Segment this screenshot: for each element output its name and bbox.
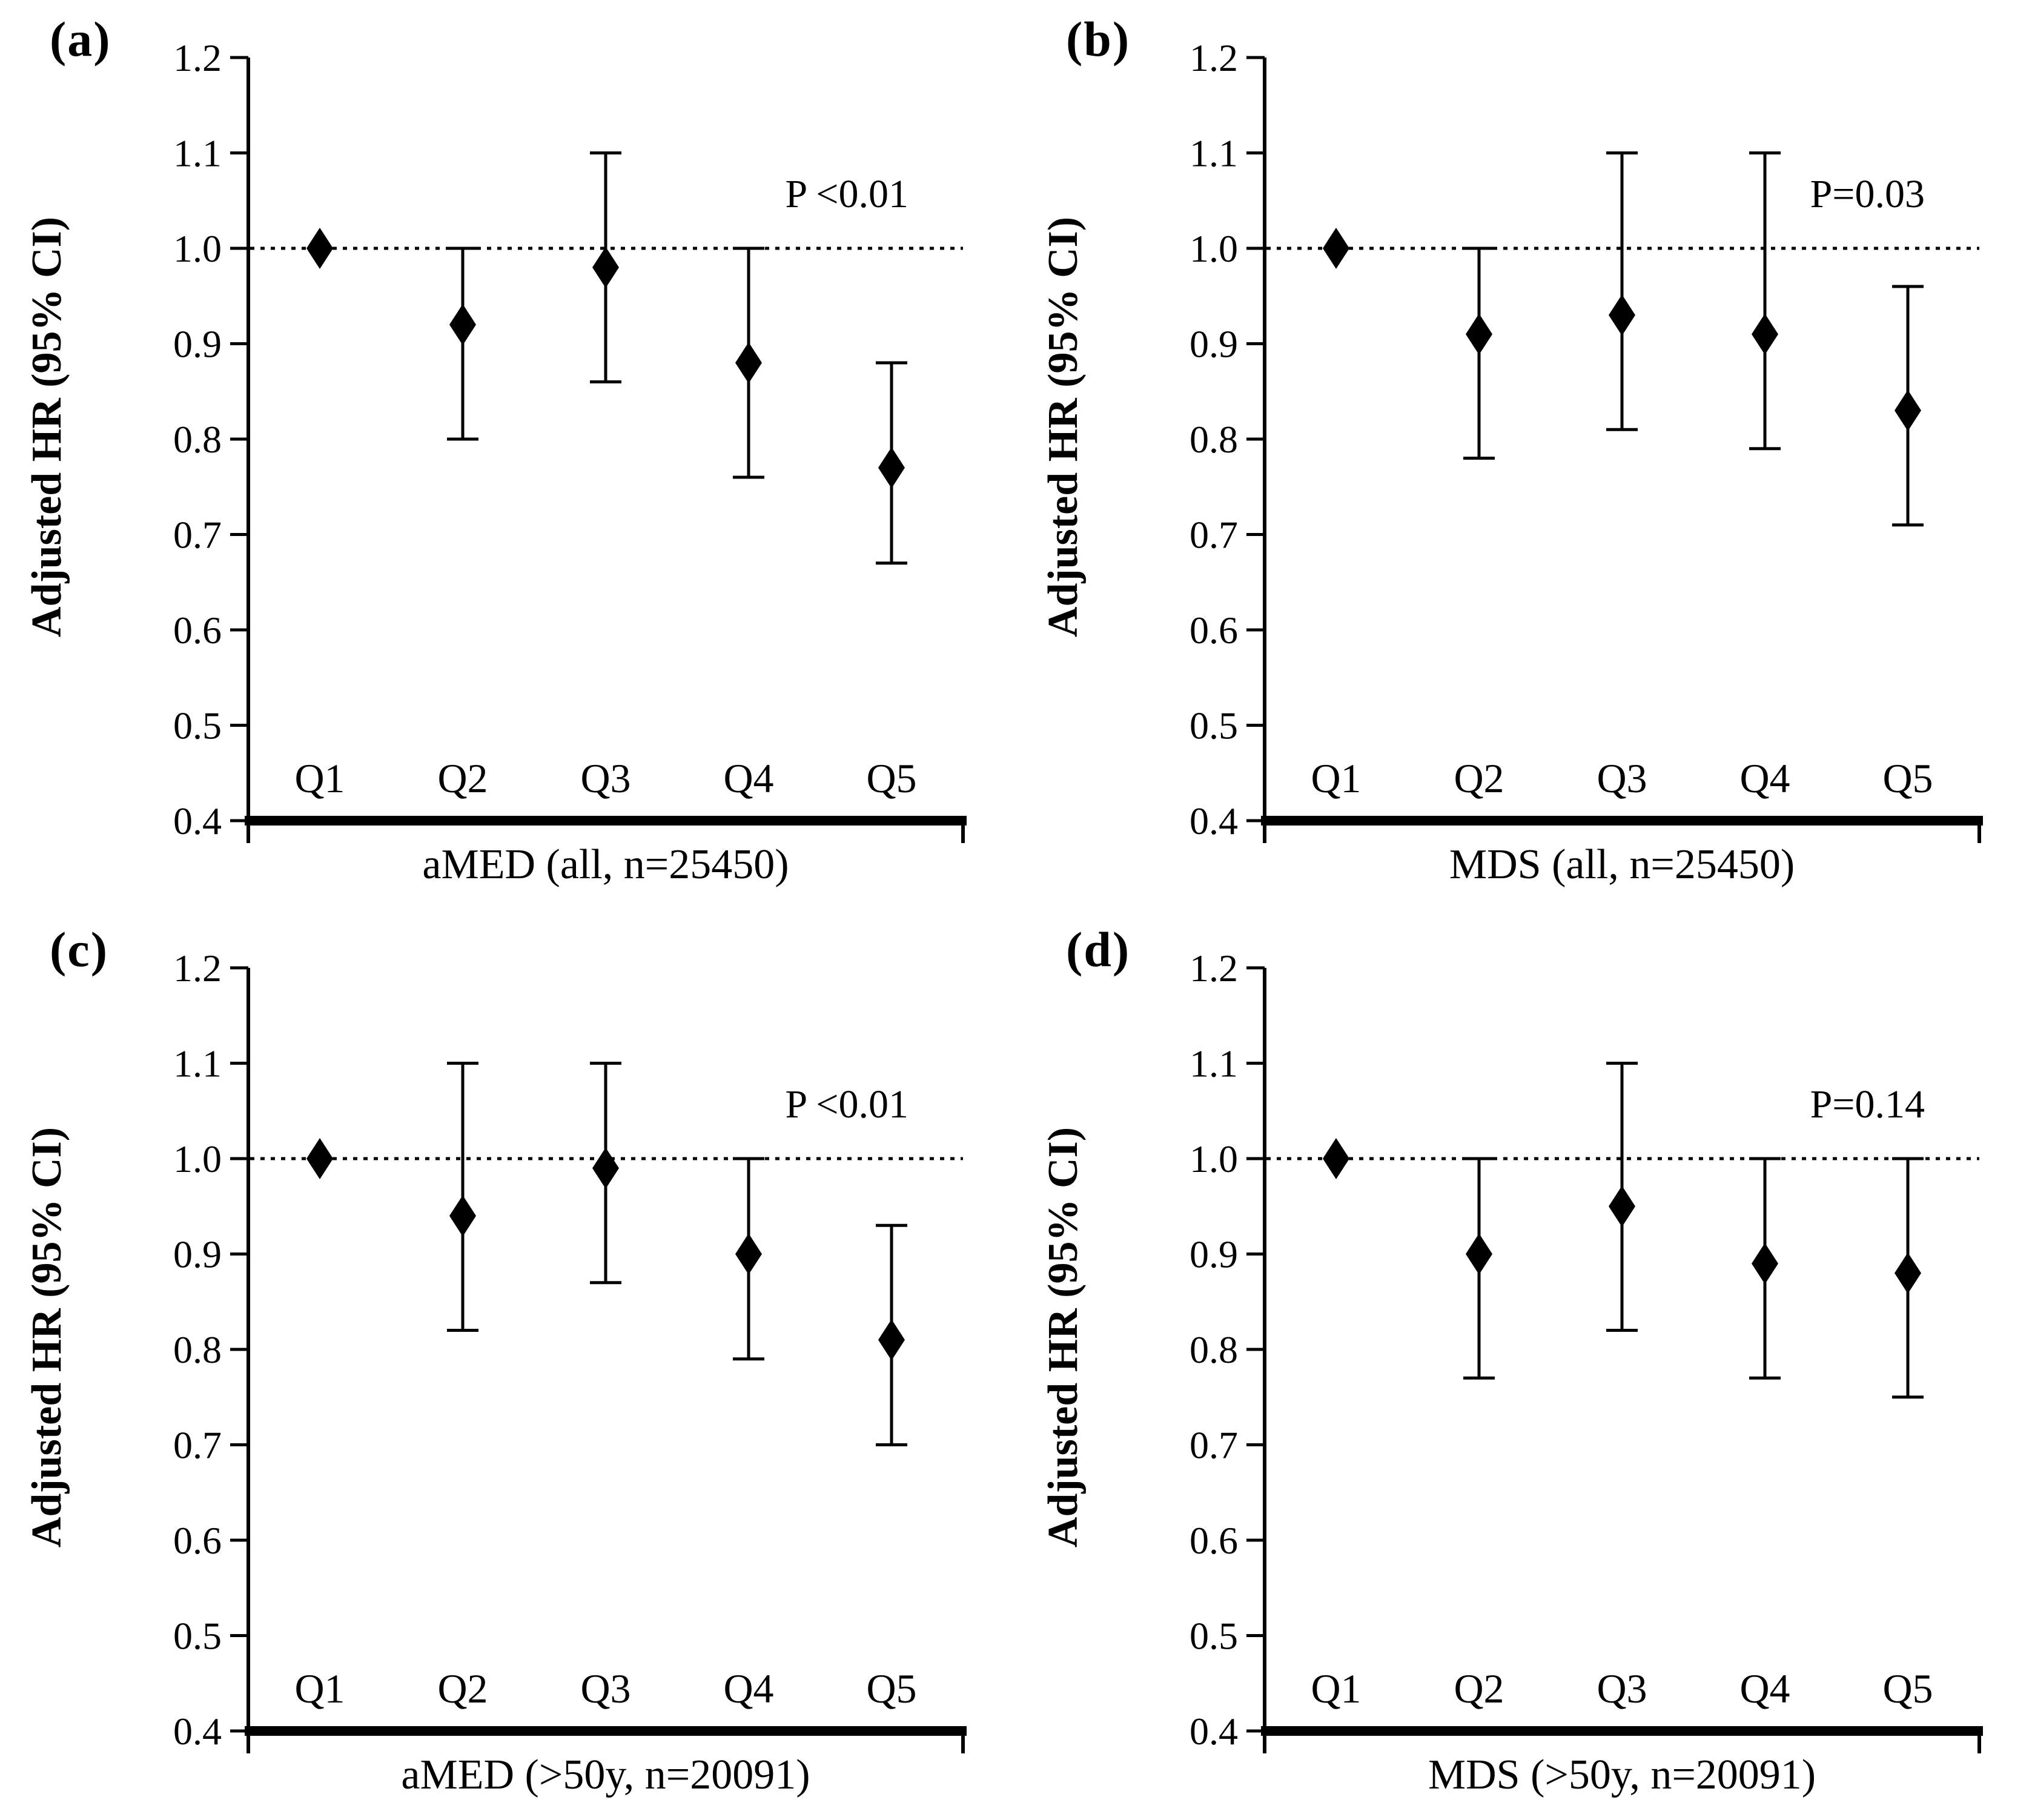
x-axis-title: aMED (>50y, n=20091) [401, 1752, 810, 1798]
x-category-label: Q4 [1739, 755, 1790, 801]
x-category-label: Q1 [294, 755, 345, 801]
x-category-label: Q2 [437, 755, 488, 801]
y-tick-label: 0.9 [173, 1233, 222, 1276]
panel-a-label: (a) [50, 12, 111, 67]
y-tick-label: 0.7 [1190, 514, 1238, 557]
panel-c-label: (c) [50, 922, 109, 977]
data-point-q1 [1323, 228, 1349, 269]
data-point-q4 [1752, 1243, 1778, 1285]
y-tick-label: 0.7 [173, 1424, 222, 1467]
y-tick-label: 1.1 [173, 132, 222, 175]
y-tick-label: 0.4 [173, 1710, 222, 1753]
y-tick-label: 0.9 [173, 323, 222, 366]
data-point-q4 [735, 342, 762, 383]
y-tick-label: 1.2 [1190, 947, 1238, 990]
y-tick-label: 1.2 [1190, 36, 1238, 79]
data-point-q5 [1895, 389, 1921, 431]
y-tick-label: 1.1 [1190, 1042, 1238, 1085]
panel-b-label: (b) [1066, 12, 1131, 67]
y-tick-label: 1.0 [1190, 227, 1238, 270]
x-category-label: Q5 [1882, 755, 1933, 801]
y-tick-label: 0.9 [1190, 1233, 1238, 1276]
p-value-annotation: P <0.01 [785, 172, 908, 216]
x-axis-title: MDS (>50y, n=20091) [1428, 1752, 1816, 1798]
y-tick-label: 1.2 [173, 36, 222, 79]
x-category-label: Q3 [1597, 755, 1647, 801]
y-tick-label: 1.1 [1190, 132, 1238, 175]
y-tick-label: 0.6 [1190, 1519, 1238, 1562]
chart-plot-a: 1.2 1.1 1.0 0.9 0.8 0.7 0.6 0.5 0.4 Q1 Q2 Q3 Q4 Q5 [173, 36, 967, 843]
data-point-q1 [1323, 1138, 1349, 1179]
y-tick-label: 0.7 [1190, 1424, 1238, 1467]
x-axis-title: MDS (all, n=25450) [1449, 841, 1795, 888]
y-tick-label: 0.9 [1190, 323, 1238, 366]
x-category-label: Q3 [580, 1666, 630, 1712]
x-category-label: Q2 [1454, 755, 1504, 801]
y-tick-label: 0.6 [173, 609, 222, 652]
y-tick-label: 0.8 [1190, 418, 1238, 461]
data-point-q2 [449, 1195, 476, 1237]
y-tick-label: 1.0 [1190, 1137, 1238, 1180]
y-tick-label: 0.7 [173, 514, 222, 557]
y-tick-label: 0.4 [1190, 799, 1238, 842]
panel-d-label: (d) [1066, 922, 1131, 977]
chart-plot-d: 1.2 1.1 1.0 0.9 0.8 0.7 0.6 0.5 0.4 Q1 Q2 Q3 Q4 Q5 [1190, 947, 1983, 1753]
data-point-q3 [592, 1147, 619, 1189]
y-tick-label: 1.0 [173, 1137, 222, 1180]
x-category-label: Q4 [723, 1666, 773, 1712]
x-category-label: Q2 [437, 1666, 488, 1712]
data-point-q3 [592, 247, 619, 288]
chart-plot-b: 1.2 1.1 1.0 0.9 0.8 0.7 0.6 0.5 0.4 Q1 Q2 Q3 Q4 Q5 [1190, 36, 1983, 843]
x-category-label: Q1 [1311, 1666, 1361, 1712]
y-tick-label: 0.8 [1190, 1328, 1238, 1371]
y-tick-label: 0.5 [173, 1615, 222, 1658]
data-point-q5 [1895, 1252, 1921, 1294]
data-point-q4 [1752, 313, 1778, 355]
x-axis-title: aMED (all, n=25450) [422, 841, 789, 888]
panel-d: (d) Adjusted HR (95% CI) 1.2 1.1 1.0 0.9 0.8… [1016, 910, 2032, 1820]
data-point-q3 [1609, 1185, 1635, 1227]
y-tick-label: 0.5 [1190, 704, 1238, 747]
x-category-label: Q3 [1597, 1666, 1647, 1712]
y-tick-label: 0.6 [1190, 609, 1238, 652]
data-point-q5 [878, 447, 905, 489]
p-value-annotation: P=0.14 [1810, 1082, 1925, 1127]
panel-a: (a) Adjusted HR (95% CI) 1.2 1.1 1.0 0.9 0.8… [0, 0, 1016, 910]
y-tick-label: 0.5 [173, 704, 222, 747]
x-category-label: Q1 [1311, 755, 1361, 801]
x-category-label: Q4 [1739, 1666, 1790, 1712]
data-point-q3 [1609, 294, 1635, 336]
data-point-q1 [306, 1138, 333, 1179]
data-point-q2 [1466, 1233, 1492, 1275]
y-tick-label: 0.6 [173, 1519, 222, 1562]
x-category-label: Q5 [1882, 1666, 1933, 1712]
data-point-q1 [306, 228, 333, 269]
y-tick-label: 0.8 [173, 418, 222, 461]
x-category-label: Q2 [1454, 1666, 1504, 1712]
panel-b: (b) Adjusted HR (95% CI) 1.2 1.1 1.0 0.9 0.8… [1016, 0, 2032, 910]
data-point-q5 [878, 1319, 905, 1361]
x-category-label: Q4 [723, 755, 773, 801]
y-tick-label: 0.4 [1190, 1710, 1238, 1753]
y-tick-label: 0.8 [173, 1328, 222, 1371]
p-value-annotation: P=0.03 [1810, 172, 1925, 216]
x-category-label: Q3 [580, 755, 630, 801]
y-tick-label: 0.5 [1190, 1615, 1238, 1658]
x-category-label: Q5 [866, 1666, 916, 1712]
y-tick-label: 1.0 [173, 227, 222, 270]
data-point-q4 [735, 1233, 762, 1275]
y-tick-label: 0.4 [173, 799, 222, 842]
x-category-label: Q5 [866, 755, 916, 801]
y-tick-label: 1.2 [173, 947, 222, 990]
data-point-q2 [1466, 313, 1492, 355]
panel-c: (c) Adjusted HR (95% CI) 1.2 1.1 1.0 0.9 0.8… [0, 910, 1016, 1820]
chart-plot-c: 1.2 1.1 1.0 0.9 0.8 0.7 0.6 0.5 0.4 Q1 Q2 Q3 Q4 Q5 [173, 947, 967, 1753]
data-point-q2 [449, 304, 476, 345]
p-value-annotation: P <0.01 [785, 1082, 908, 1127]
x-category-label: Q1 [294, 1666, 345, 1712]
y-tick-label: 1.1 [173, 1042, 222, 1085]
